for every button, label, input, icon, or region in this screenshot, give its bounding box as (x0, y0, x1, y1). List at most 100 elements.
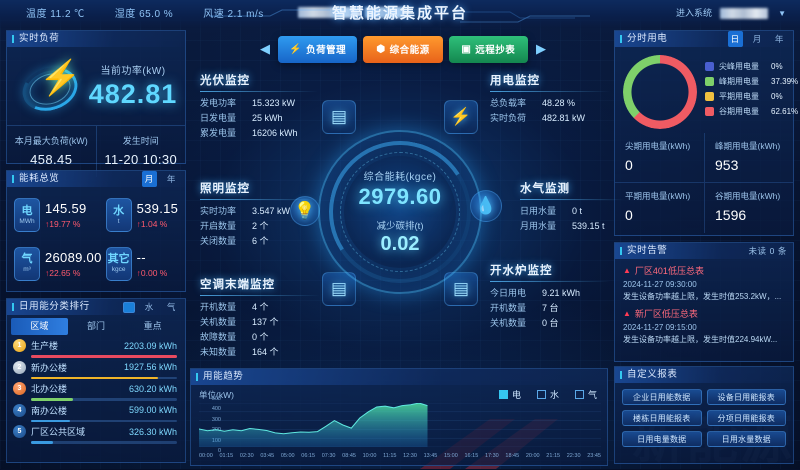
nav-next-icon[interactable]: ▶ (535, 41, 546, 56)
month-max-value: 458.45 (30, 152, 73, 167)
current-power: 当前功率(kW) 482.81 (87, 62, 179, 110)
legend-item-peak: 峰期用电量 37.39% (705, 74, 798, 89)
chart-x-axis: 00:00 01:15 02:30 03:45 05:00 06:15 07:30 08:45… (199, 453, 601, 459)
list-item[interactable]: 5 厂区公共区域 326.30 kWh (7, 422, 185, 444)
boiler-icon: ▤ (444, 272, 478, 306)
x-tick: 15:00 (444, 453, 458, 459)
energy-overview-panel: 能耗总览 月 年 电 MWh 145.59 ↑19.77 % 水 t 539.1… (6, 170, 186, 292)
alarm-time: 2024-11-27 09:15:00 (623, 323, 697, 332)
current-power-label: 当前功率(kW) (100, 66, 166, 77)
list-item[interactable]: 3 北办公楼 630.20 kWh (7, 379, 185, 401)
x-tick: 12:30 (403, 453, 417, 459)
carbon-reduction-value: 0.02 (380, 233, 420, 255)
overview-tab-month[interactable]: 月 (141, 171, 157, 187)
report-button-device-daily[interactable]: 设备日用能报表 (706, 389, 786, 405)
y-tick: 300 (211, 416, 221, 423)
nav-button-label: 远程抄表 (475, 45, 516, 56)
nav-button-load-management[interactable]: ⚡ 负荷管理 (278, 35, 358, 63)
header-decoration (210, 9, 590, 23)
ranking-tool-gas[interactable]: 气 (166, 302, 176, 312)
overview-item-gas: 气 m³ 26089.00 ↑22.65 % (10, 240, 102, 289)
report-button-enterprise-daily[interactable]: 企业日用能数据 (622, 389, 702, 405)
load-footer: 本月最大负荷(kW) 458.45 发生时间 11-20 10:30 (7, 125, 185, 177)
realtime-load-main: ⚡ 当前功率(kW) 482.81 (7, 47, 185, 125)
y-tick: 500 (211, 396, 221, 402)
rank-badge-icon: 3 (13, 382, 26, 395)
chart-plot (199, 403, 601, 447)
rank-name: 北办公楼 (31, 384, 68, 394)
alarm-message: 发生设备功率越上限，发生时值224.94kW... (623, 335, 778, 344)
rank-bar (31, 376, 177, 379)
overview-tab-year[interactable]: 年 (166, 174, 176, 184)
x-tick: 17:30 (484, 453, 499, 459)
ranking-tab-area[interactable]: 区域 (11, 318, 68, 335)
total-energy-gauge: 综合能耗(kgce) 2979.60 减少碳排(t) 0.02 (315, 127, 485, 297)
tou-tab-day[interactable]: 日 (727, 31, 743, 47)
card-title: 空调末端监控 (200, 279, 275, 291)
lightning-bolt-icon: ⚡ (444, 100, 478, 134)
panel-title: 实时告警 未读 0 条 (615, 243, 793, 259)
tou-stat-flat: 平期用电量(kWh) 0 (625, 191, 691, 223)
tou-donut-chart (623, 55, 697, 129)
nav-button-remote-meter[interactable]: ▣ 远程抄表 (448, 35, 528, 63)
x-tick: 18:45 (505, 453, 520, 459)
chart-legend-gas[interactable]: 气 (574, 388, 597, 401)
x-tick: 22:30 (566, 453, 581, 459)
x-tick: 05:00 (280, 453, 295, 459)
list-item[interactable]: 4 南办公楼 599.00 kWh (7, 401, 185, 422)
app-header: 温度 11.2 ℃ 湿度 65.0 % 风速 2.1 m/s 智慧能源集成平台 … (0, 0, 800, 28)
report-button-daily-water[interactable]: 日用水量数据 (706, 431, 786, 447)
ranking-tool-electricity[interactable] (122, 301, 135, 313)
nav-prev-icon[interactable]: ◀ (260, 41, 270, 56)
occur-time-label: 发生时间 (122, 136, 159, 146)
occur-time: 发生时间 11-20 10:30 (95, 126, 186, 177)
y-tick: 400 (211, 406, 221, 413)
rank-badge-icon: 4 (13, 403, 26, 417)
list-item[interactable]: ▲ 厂区401低压总表 2024-11-27 09:30:00 发生设备功率越上限… (615, 259, 793, 302)
occur-time-value: 11-20 10:30 (104, 152, 178, 167)
enter-system-link[interactable]: 进入系统 (675, 8, 712, 18)
env-temperature: 温度 11.2 ℃ (26, 9, 85, 20)
x-tick: 00:00 (199, 453, 213, 459)
list-item[interactable]: ▲ 新厂区低压总表 2024-11-27 09:15:00 发生设备功率越上限，发… (615, 302, 793, 345)
rank-name: 厂区公共区域 (31, 427, 86, 437)
chevron-down-icon[interactable]: ▼ (778, 9, 786, 18)
chart-legend-electricity[interactable]: 电 (498, 388, 521, 401)
pv-monitoring-card: 光伏监控 发电功率 15.323 kW 日发电量 25 kWh 累发电量 16206 … (200, 72, 318, 141)
tou-tab-year[interactable]: 年 (774, 34, 784, 44)
nav-button-integrated-energy[interactable]: ⬢ 综合能源 (363, 35, 443, 63)
alarm-device: 新厂区低压总表 (634, 309, 698, 319)
current-power-value: 482.81 (88, 79, 178, 109)
panel-title: 自定义报表 (615, 367, 793, 383)
list-item[interactable]: 1 生产楼 2203.09 kWh (7, 336, 185, 358)
other-energy-icon: 其它 kgce (105, 246, 132, 281)
nav-button-label: 负荷管理 (306, 45, 347, 56)
meter-icon: ▣ (461, 43, 472, 55)
warning-icon: ▲ (623, 309, 631, 318)
hvac-terminal-monitoring-card: 空调末端监控 开机数量 4 个 关机数量 137 个 故障数量 0 个 未知数量 164… (200, 276, 320, 360)
ranking-tab-key[interactable]: 重点 (143, 321, 162, 331)
rank-value: 1927.56 kWh (123, 362, 177, 372)
panel-title: 分时用电 日 月 年 (615, 31, 793, 47)
chart-ylabel: 单位(kW) (199, 390, 234, 400)
card-title: 光伏监控 (200, 75, 250, 87)
report-button-subitem-daily[interactable]: 分项日用能报表 (706, 410, 786, 426)
solar-panel-icon: ▤ (322, 100, 356, 134)
overview-item-other: 其它 kgce -- ↑0.00 % (102, 240, 182, 289)
tou-tab-month[interactable]: 月 (752, 34, 762, 44)
tou-stat-sharp: 尖期用电量(kWh) 0 (615, 133, 704, 183)
chart-legend: 电 水 气 (498, 388, 597, 401)
overview-grid: 电 MWh 145.59 ↑19.77 % 水 t 539.15 ↑1.04 %… (7, 187, 185, 292)
ranking-tool-water[interactable]: 水 (144, 302, 154, 312)
ranking-tab-department[interactable]: 部门 (87, 321, 106, 331)
module-nav: ◀ ⚡ 负荷管理 ⬢ 综合能源 ▣ 远程抄表 ▶ (258, 34, 548, 64)
report-button-building-daily[interactable]: 楼栋日用能报表 (622, 410, 702, 426)
report-button-daily-electricity[interactable]: 日用电量数据 (622, 431, 702, 447)
report-buttons-grid: 企业日用能数据 设备日用能报表 楼栋日用能报表 分项日用能报表 日用电量数据 日… (615, 383, 793, 453)
overview-value: 26089.00 (45, 249, 102, 265)
tou-period-tabs: 日 月 年 (727, 31, 787, 47)
chart-legend-water[interactable]: 水 (536, 388, 559, 401)
tou-stat-valley: 谷期用电量(kWh) 1596 (704, 183, 793, 233)
list-item[interactable]: 2 新办公楼 1927.56 kWh (7, 358, 185, 379)
rank-bar (31, 398, 177, 401)
